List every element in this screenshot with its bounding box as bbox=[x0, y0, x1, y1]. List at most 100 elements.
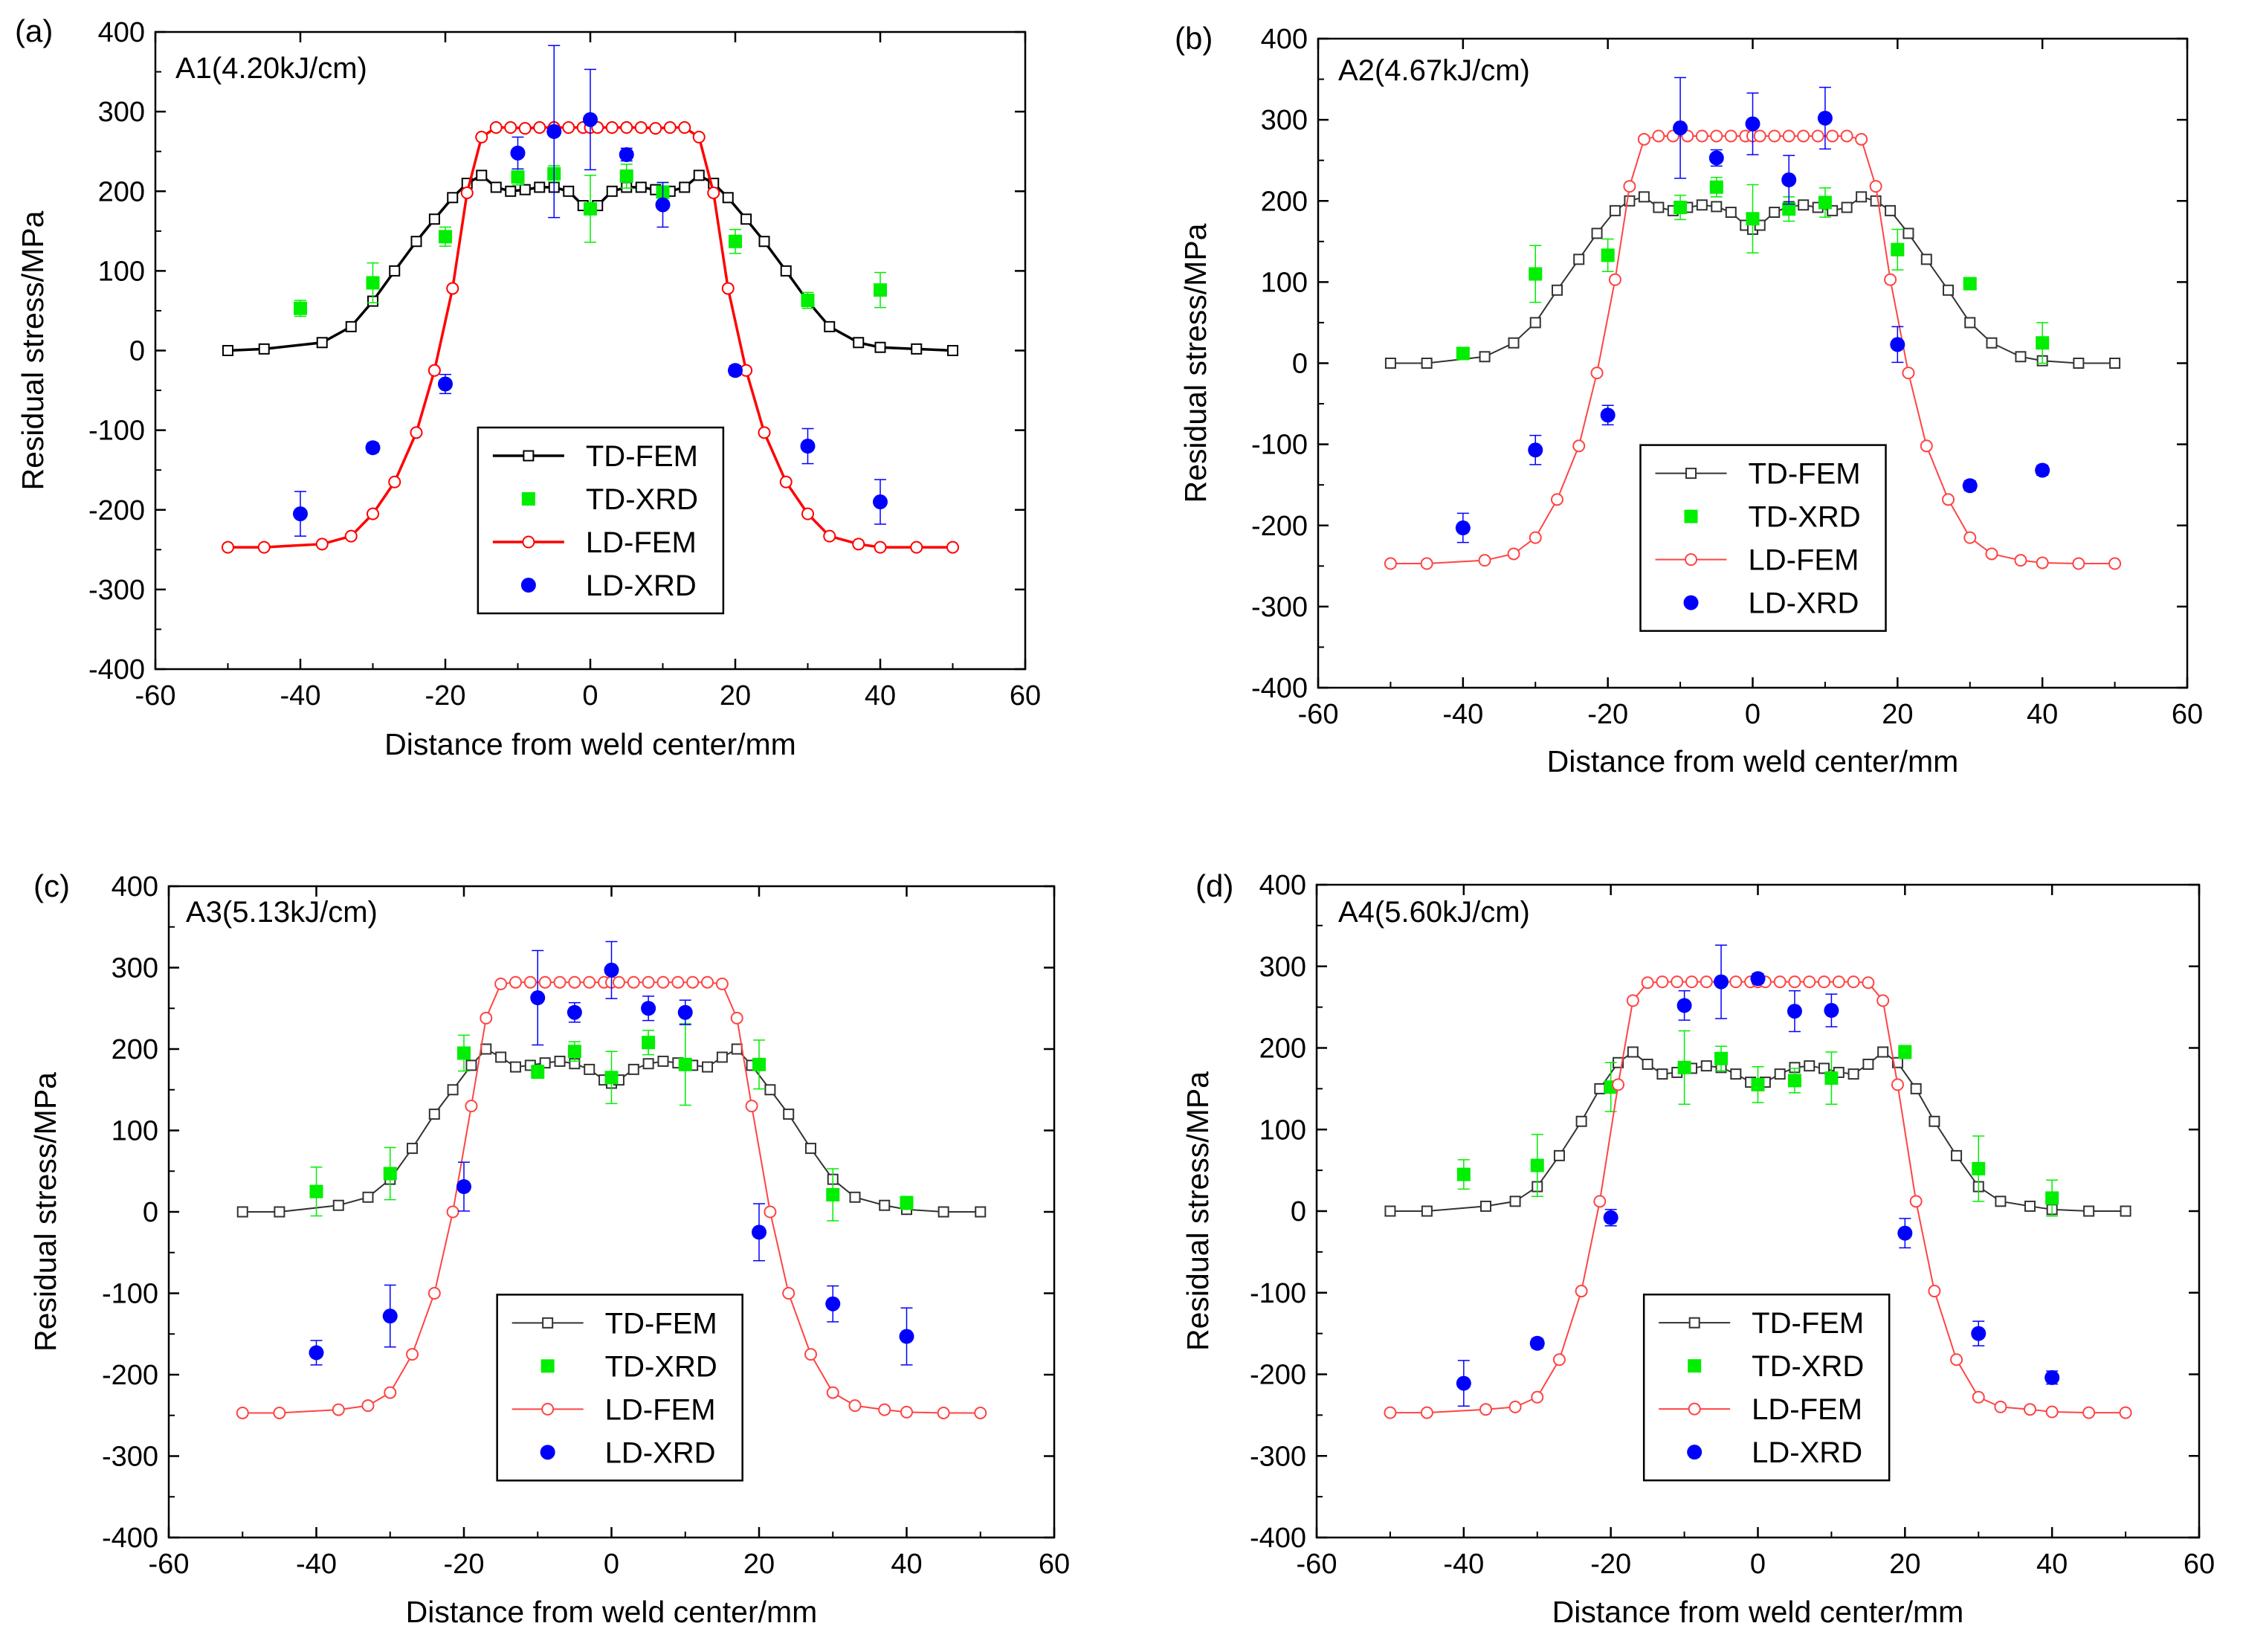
point-ld-fem bbox=[1963, 531, 1977, 544]
point-td-fem bbox=[2083, 1205, 2095, 1217]
point-td-fem bbox=[1774, 1068, 1786, 1080]
point-ld-fem bbox=[406, 1348, 419, 1361]
point-td-xrd bbox=[1787, 1074, 1801, 1088]
point-td-fem bbox=[1421, 358, 1433, 369]
point-td-xrd bbox=[1530, 1158, 1544, 1172]
point-td-xrd bbox=[678, 1057, 692, 1071]
point-ld-fem bbox=[1768, 129, 1781, 143]
legend-box bbox=[477, 426, 725, 615]
point-td-fem bbox=[722, 192, 734, 204]
point-ld-xrd bbox=[1529, 1335, 1545, 1351]
x-tick-label: -20 bbox=[1587, 699, 1628, 730]
point-td-fem bbox=[1902, 228, 1914, 239]
point-ld-fem bbox=[946, 541, 959, 554]
x-axis-title: Distance from weld center/mm bbox=[384, 727, 796, 761]
point-ld-fem bbox=[1420, 557, 1433, 570]
point-td-xrd bbox=[1677, 1060, 1691, 1074]
y-tick-label: -400 bbox=[1251, 673, 1308, 704]
legend-marker-ld-fem bbox=[1688, 1402, 1701, 1416]
point-ld-xrd bbox=[1971, 1326, 1987, 1341]
point-td-fem bbox=[447, 1084, 459, 1096]
x-tick-label: -60 bbox=[1298, 699, 1339, 730]
x-axis-title: Distance from weld center/mm bbox=[1547, 744, 1959, 778]
point-ld-xrd bbox=[619, 146, 634, 162]
point-ld-xrd bbox=[2044, 1369, 2060, 1385]
legend-marker-td-xrd bbox=[521, 492, 535, 506]
point-ld-fem bbox=[620, 121, 633, 135]
point-ld-fem bbox=[344, 529, 358, 543]
point-td-xrd bbox=[1818, 196, 1832, 210]
y-tick-label: -200 bbox=[88, 495, 145, 526]
point-ld-fem bbox=[1671, 975, 1684, 989]
point-td-xrd bbox=[2045, 1191, 2059, 1205]
point-td-fem bbox=[702, 1061, 714, 1073]
point-td-fem bbox=[332, 1199, 344, 1211]
point-td-fem bbox=[410, 236, 422, 248]
point-td-fem bbox=[1920, 254, 1932, 265]
point-td-fem bbox=[1877, 1046, 1889, 1058]
point-ld-xrd bbox=[604, 962, 619, 978]
point-td-fem bbox=[584, 1063, 596, 1075]
point-ld-fem bbox=[605, 121, 619, 135]
point-ld-xrd bbox=[1817, 110, 1833, 126]
x-tick-label: 0 bbox=[1750, 1549, 1766, 1580]
point-ld-fem bbox=[2023, 1403, 2036, 1416]
point-ld-fem bbox=[1920, 439, 1933, 453]
point-td-fem bbox=[1551, 284, 1563, 296]
y-axis-title: Residual stress/MPa bbox=[1181, 1071, 1215, 1351]
point-td-fem bbox=[345, 320, 357, 332]
point-td-xrd bbox=[642, 1036, 656, 1050]
panel-label: (c) bbox=[33, 868, 70, 903]
point-ld-fem bbox=[538, 975, 552, 989]
point-ld-fem bbox=[663, 121, 677, 135]
point-td-xrd bbox=[1824, 1071, 1839, 1085]
point-td-fem bbox=[1943, 284, 1955, 296]
point-td-fem bbox=[1885, 204, 1897, 216]
y-tick-label: -300 bbox=[1250, 1441, 1306, 1472]
point-td-fem bbox=[274, 1206, 285, 1218]
x-tick-label: 20 bbox=[1882, 699, 1913, 730]
point-td-fem bbox=[1862, 1058, 1874, 1070]
legend: TD-FEM TD-XRD LD-FEM LD-XRD bbox=[477, 426, 725, 615]
point-ld-fem bbox=[1593, 1195, 1607, 1208]
point-ld-fem bbox=[523, 975, 537, 989]
point-ld-xrd bbox=[1890, 337, 1905, 352]
x-tick-label: 0 bbox=[582, 680, 598, 712]
point-td-fem bbox=[1573, 254, 1585, 265]
point-ld-fem bbox=[562, 121, 575, 135]
chart-panel-b: -60 -40 -20 0 20 40 60-400-300-200-10001002003… bbox=[1175, 21, 2203, 778]
point-ld-xrd bbox=[1673, 120, 1688, 136]
point-ld-fem bbox=[1724, 129, 1737, 143]
panel-label: (d) bbox=[1195, 868, 1233, 903]
legend-box bbox=[1642, 1293, 1891, 1482]
point-td-fem bbox=[2109, 358, 2121, 369]
point-ld-xrd bbox=[1600, 407, 1616, 423]
point-ld-fem bbox=[583, 975, 596, 989]
point-td-fem bbox=[1730, 1068, 1742, 1080]
legend-label-ld-fem: LD-FEM bbox=[1752, 1393, 1862, 1426]
point-td-fem bbox=[505, 185, 517, 197]
point-td-fem bbox=[783, 1109, 795, 1120]
point-ld-fem bbox=[2045, 1405, 2059, 1419]
y-tick-label: -100 bbox=[1250, 1278, 1306, 1309]
point-td-fem bbox=[1591, 228, 1603, 239]
legend-box bbox=[496, 1294, 743, 1482]
point-td-fem bbox=[2015, 351, 2027, 363]
point-td-fem bbox=[258, 343, 270, 355]
point-ld-fem bbox=[721, 282, 735, 295]
point-ld-fem bbox=[1479, 1403, 1493, 1416]
x-tick-label: -40 bbox=[280, 680, 321, 712]
point-ld-fem bbox=[1384, 557, 1397, 570]
point-td-fem bbox=[1891, 1056, 1903, 1068]
point-ld-fem bbox=[758, 426, 771, 439]
point-td-xrd bbox=[826, 1188, 840, 1202]
point-td-fem bbox=[1910, 1082, 1922, 1094]
point-td-fem bbox=[1986, 337, 1998, 349]
point-ld-fem bbox=[1550, 493, 1563, 506]
point-ld-fem bbox=[489, 121, 503, 135]
point-td-fem bbox=[1638, 191, 1650, 203]
point-ld-fem bbox=[1729, 975, 1743, 989]
point-ld-fem bbox=[1862, 976, 1875, 990]
point-td-fem bbox=[1696, 199, 1708, 211]
point-ld-xrd bbox=[365, 440, 381, 456]
